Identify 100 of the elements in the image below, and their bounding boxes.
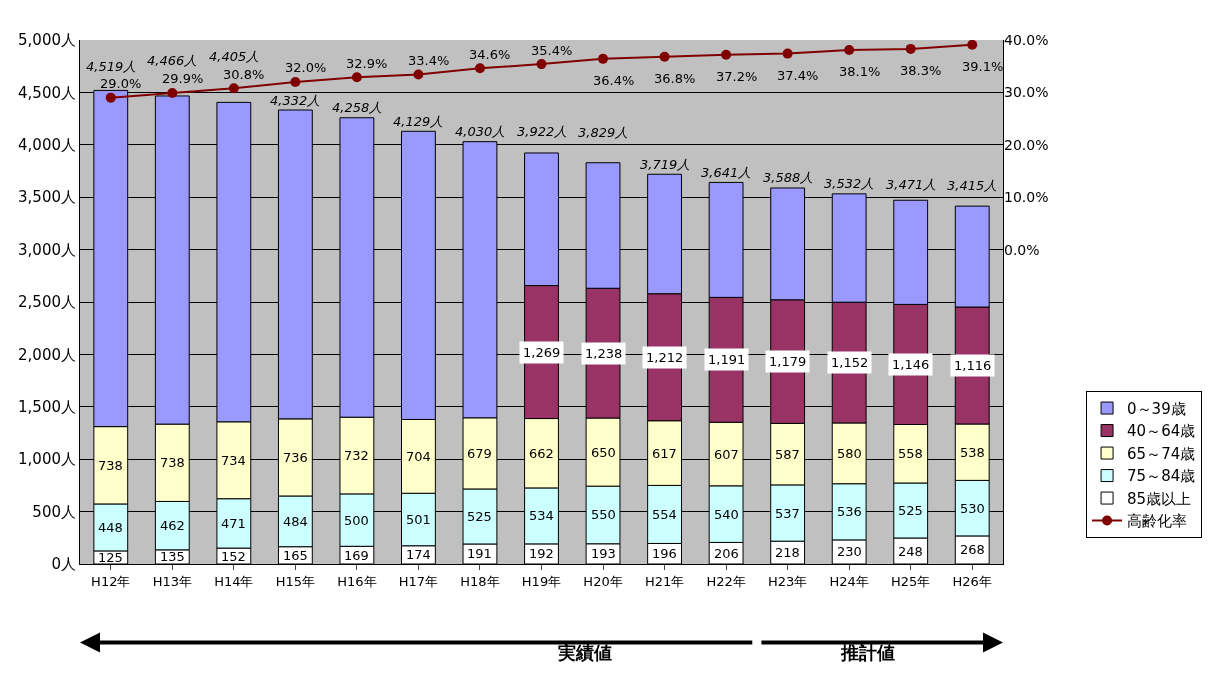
data-label: 607 [714, 447, 739, 462]
text: 推計値 [840, 642, 895, 663]
point [290, 76, 301, 87]
data-label: 29.9% [162, 71, 204, 86]
data-label: 35.4% [531, 43, 573, 58]
data-label: 501 [406, 512, 431, 527]
point [659, 51, 670, 62]
y-tick-label: 5,000人 [18, 31, 76, 50]
data-label: 36.8% [654, 71, 696, 86]
point [105, 92, 116, 103]
legend-label: 65～74歳 [1127, 444, 1196, 463]
y2-tick-label: 30.0% [1004, 84, 1049, 101]
data-label: 679 [467, 446, 492, 461]
y2-tick-label: 10.0% [1004, 189, 1049, 206]
y-tick-label: 0人 [51, 555, 76, 574]
total-label: 3,415人 [947, 178, 998, 193]
data-label: 462 [160, 518, 185, 533]
y2-tick-label: 0.0% [1004, 241, 1040, 258]
data-label: 34.6% [469, 47, 511, 62]
data-label: 617 [652, 446, 677, 461]
data-label: 525 [898, 503, 923, 518]
data-label: 1,146 [892, 357, 930, 372]
data-label: 193 [591, 546, 616, 561]
total-label: 4,405人 [209, 49, 260, 64]
data-label: 448 [98, 520, 123, 535]
total-label: 3,719人 [640, 157, 691, 172]
y2-tick-label: 40.0% [1004, 31, 1049, 48]
data-label: 580 [837, 446, 862, 461]
data-label: 537 [775, 506, 800, 521]
data-label: 536 [837, 504, 862, 519]
y-tick-label: 2,000人 [18, 345, 76, 364]
data-label: 734 [221, 453, 246, 468]
data-label: 196 [652, 546, 677, 561]
data-label: 38.1% [839, 64, 881, 79]
data-label: 37.4% [777, 68, 819, 83]
data-label: 218 [775, 545, 800, 560]
data-label: 268 [960, 542, 985, 557]
data-label: 534 [529, 508, 554, 523]
data-label: 125 [98, 550, 123, 565]
x-tick-label: H15年 [275, 573, 316, 589]
data-label: 1,238 [585, 346, 623, 361]
x-tick-label: H16年 [337, 573, 377, 589]
total-label: 4,519人 [86, 59, 137, 74]
data-label: 738 [98, 458, 123, 473]
total-label: 3,922人 [517, 124, 568, 139]
data-label: 587 [775, 447, 800, 462]
data-label: 550 [591, 507, 616, 522]
data-label: 484 [283, 514, 308, 529]
x-tick-label: H19年 [521, 573, 562, 589]
data-label: 554 [652, 507, 677, 522]
y-tick-label: 1,500人 [18, 398, 76, 417]
data-label: 1,212 [646, 350, 684, 365]
data-label: 650 [591, 445, 616, 460]
y-tick-label: 4,000人 [18, 136, 76, 155]
point [844, 44, 855, 55]
x-tick-label: H13年 [152, 573, 192, 589]
data-label: 36.4% [593, 73, 635, 88]
total-label: 4,030人 [455, 124, 506, 139]
data-label: 1,116 [954, 358, 992, 373]
data-label: 500 [344, 513, 369, 528]
data-label: 32.0% [285, 60, 327, 75]
legend-label: 40～64歳 [1127, 422, 1196, 441]
point [351, 72, 362, 83]
data-label: 174 [406, 547, 431, 562]
data-label: 736 [283, 450, 308, 465]
point [782, 48, 793, 59]
data-label: 738 [160, 455, 185, 470]
data-label: 704 [406, 449, 431, 464]
data-label: 230 [837, 544, 862, 559]
total-label: 4,466人 [147, 53, 198, 68]
data-label: 732 [344, 448, 369, 463]
legend-label: 85歳以上 [1127, 489, 1192, 508]
data-label: 530 [960, 501, 985, 516]
data-label: 1,152 [831, 355, 869, 370]
data-label: 525 [467, 509, 492, 524]
data-label: 169 [344, 548, 369, 563]
data-label: 558 [898, 446, 923, 461]
y-tick-label: 4,500人 [18, 83, 76, 102]
data-label: 1,269 [523, 345, 561, 360]
x-tick-label: H26年 [952, 573, 992, 589]
data-label: 662 [529, 446, 554, 461]
data-label: 135 [160, 549, 185, 564]
legend-label: 高齢化率 [1127, 512, 1188, 531]
data-label: 38.3% [900, 63, 942, 78]
data-label: 540 [714, 507, 739, 522]
data-label: 152 [221, 549, 246, 564]
x-tick-label: H21年 [644, 573, 685, 589]
total-label: 4,129人 [393, 114, 444, 129]
data-label: 1,191 [708, 352, 746, 367]
total-label: 3,471人 [886, 177, 937, 192]
total-label: 3,588人 [763, 170, 814, 185]
x-tick-label: H20年 [583, 573, 623, 589]
x-tick-label: H14年 [214, 573, 254, 589]
total-label: 4,258人 [332, 100, 383, 115]
data-label: 206 [714, 546, 739, 561]
point [905, 43, 916, 54]
data-label: 33.4% [408, 53, 450, 68]
x-tick-label: H24年 [829, 573, 869, 589]
point [598, 53, 609, 64]
point [967, 40, 978, 50]
